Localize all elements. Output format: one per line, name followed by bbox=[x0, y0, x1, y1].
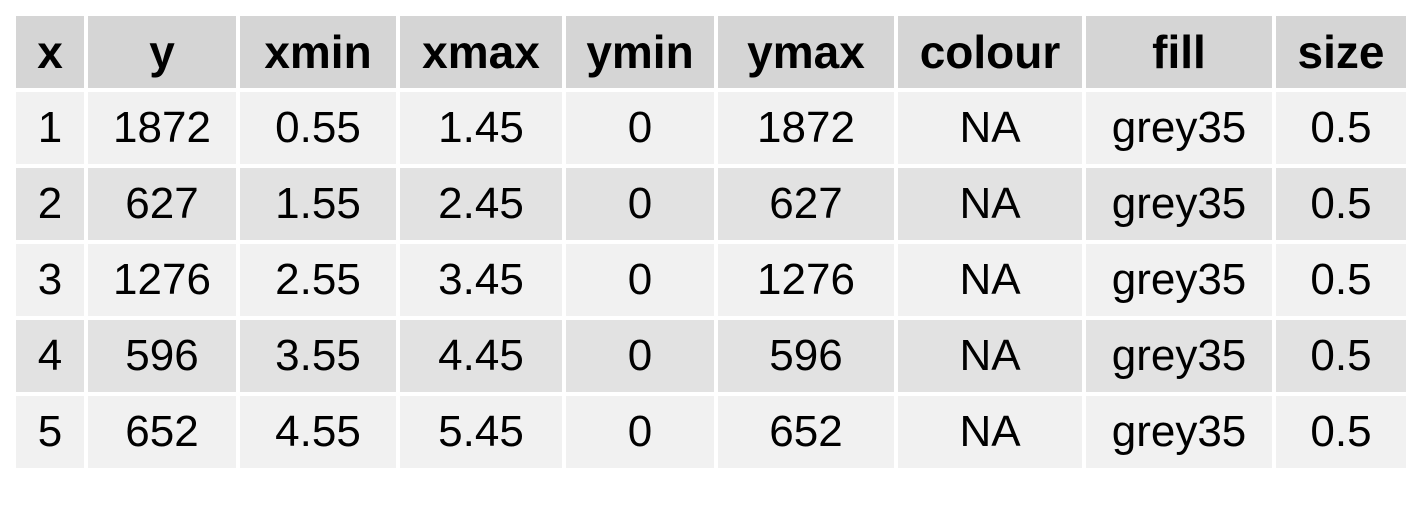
table-cell-x: 5 bbox=[16, 396, 84, 468]
table-cell-fill: grey35 bbox=[1086, 320, 1272, 392]
column-header-x: x bbox=[16, 16, 84, 88]
table-cell-xmin: 0.55 bbox=[240, 92, 396, 164]
table-cell-ymin: 0 bbox=[566, 320, 714, 392]
table-cell-colour: NA bbox=[898, 168, 1082, 240]
table-cell-ymax: 1276 bbox=[718, 244, 894, 316]
table-cell-colour: NA bbox=[898, 92, 1082, 164]
table-cell-x: 4 bbox=[16, 320, 84, 392]
table-cell-size: 0.5 bbox=[1276, 320, 1406, 392]
table-cell-y: 1872 bbox=[88, 92, 236, 164]
column-header-size: size bbox=[1276, 16, 1406, 88]
data-table-container: x y xmin xmax ymin ymax colour fill size 1 1872 0.… bbox=[12, 12, 1410, 472]
table-cell-ymin: 0 bbox=[566, 396, 714, 468]
table-cell-fill: grey35 bbox=[1086, 168, 1272, 240]
table-cell-colour: NA bbox=[898, 244, 1082, 316]
table-cell-fill: grey35 bbox=[1086, 92, 1272, 164]
table-cell-x: 3 bbox=[16, 244, 84, 316]
table-row: 2 627 1.55 2.45 0 627 NA grey35 0.5 bbox=[16, 168, 1406, 240]
column-header-ymax: ymax bbox=[718, 16, 894, 88]
table-cell-fill: grey35 bbox=[1086, 396, 1272, 468]
table-cell-xmin: 3.55 bbox=[240, 320, 396, 392]
table-cell-size: 0.5 bbox=[1276, 396, 1406, 468]
column-header-xmin: xmin bbox=[240, 16, 396, 88]
table-row: 5 652 4.55 5.45 0 652 NA grey35 0.5 bbox=[16, 396, 1406, 468]
table-row: 4 596 3.55 4.45 0 596 NA grey35 0.5 bbox=[16, 320, 1406, 392]
table-cell-y: 652 bbox=[88, 396, 236, 468]
table-cell-ymin: 0 bbox=[566, 244, 714, 316]
table-cell-x: 1 bbox=[16, 92, 84, 164]
table-body: 1 1872 0.55 1.45 0 1872 NA grey35 0.5 2 627 1.55 2.4… bbox=[16, 92, 1406, 468]
table-cell-colour: NA bbox=[898, 320, 1082, 392]
table-cell-xmax: 2.45 bbox=[400, 168, 562, 240]
column-header-colour: colour bbox=[898, 16, 1082, 88]
table-cell-ymax: 1872 bbox=[718, 92, 894, 164]
table-cell-ymax: 596 bbox=[718, 320, 894, 392]
table-cell-size: 0.5 bbox=[1276, 92, 1406, 164]
table-cell-size: 0.5 bbox=[1276, 168, 1406, 240]
table-cell-ymin: 0 bbox=[566, 168, 714, 240]
table-cell-fill: grey35 bbox=[1086, 244, 1272, 316]
table-cell-xmin: 4.55 bbox=[240, 396, 396, 468]
column-header-xmax: xmax bbox=[400, 16, 562, 88]
table-cell-xmin: 2.55 bbox=[240, 244, 396, 316]
table-cell-xmax: 3.45 bbox=[400, 244, 562, 316]
column-header-y: y bbox=[88, 16, 236, 88]
table-cell-ymax: 652 bbox=[718, 396, 894, 468]
table-cell-x: 2 bbox=[16, 168, 84, 240]
table-cell-ymax: 627 bbox=[718, 168, 894, 240]
table-cell-xmax: 1.45 bbox=[400, 92, 562, 164]
table-cell-y: 1276 bbox=[88, 244, 236, 316]
table-cell-size: 0.5 bbox=[1276, 244, 1406, 316]
table-cell-y: 627 bbox=[88, 168, 236, 240]
table-cell-y: 596 bbox=[88, 320, 236, 392]
header-row: x y xmin xmax ymin ymax colour fill size bbox=[16, 16, 1406, 88]
table-row: 3 1276 2.55 3.45 0 1276 NA grey35 0.5 bbox=[16, 244, 1406, 316]
table-cell-xmax: 4.45 bbox=[400, 320, 562, 392]
data-table: x y xmin xmax ymin ymax colour fill size 1 1872 0.… bbox=[12, 12, 1410, 472]
table-row: 1 1872 0.55 1.45 0 1872 NA grey35 0.5 bbox=[16, 92, 1406, 164]
column-header-fill: fill bbox=[1086, 16, 1272, 88]
column-header-ymin: ymin bbox=[566, 16, 714, 88]
table-cell-xmin: 1.55 bbox=[240, 168, 396, 240]
table-cell-ymin: 0 bbox=[566, 92, 714, 164]
table-cell-colour: NA bbox=[898, 396, 1082, 468]
table-cell-xmax: 5.45 bbox=[400, 396, 562, 468]
